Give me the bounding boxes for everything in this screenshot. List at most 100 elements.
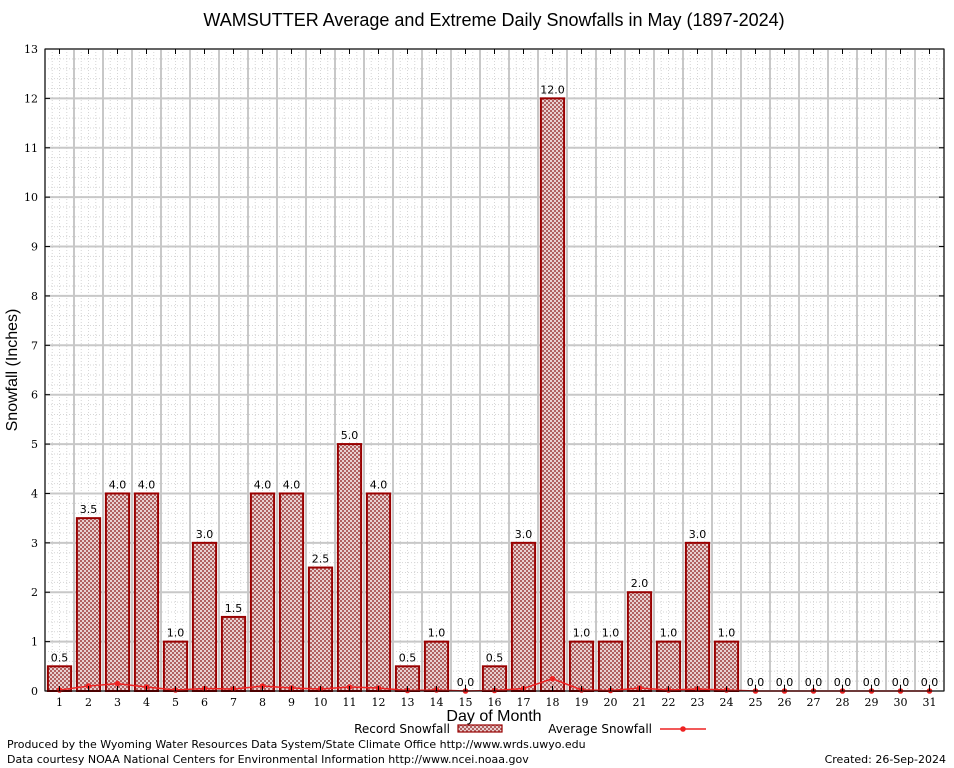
average-point (549, 675, 556, 682)
y-tick-label: 10 (24, 191, 38, 204)
record-bar (423, 640, 450, 692)
data-label: 0.0 (805, 676, 823, 689)
data-label: 3.5 (80, 503, 98, 516)
record-bar (365, 492, 392, 692)
data-label: 3.0 (515, 528, 533, 541)
x-tick-label: 10 (314, 696, 328, 709)
x-tick-label: 3 (114, 696, 121, 709)
y-tick-label: 12 (24, 92, 38, 105)
data-label: 1.0 (660, 627, 678, 640)
record-bar (75, 517, 102, 693)
legend-record-label: Record Snowfall (354, 722, 450, 736)
data-label: 1.0 (573, 627, 591, 640)
data-label: 1.0 (602, 627, 620, 640)
x-tick-label: 28 (836, 696, 850, 709)
data-label: 0.0 (747, 676, 765, 689)
bar-data-labels: 0.5 3.5 4.0 4.0 1.0 3.0 1.5 4.0 4.0 2.5 5.0 4.0 0.5 1… (51, 83, 939, 689)
record-bar (568, 640, 595, 692)
x-tick-label: 4 (143, 696, 150, 709)
record-bar (162, 640, 189, 692)
x-tick-label: 2 (85, 696, 92, 709)
footer-courtesy: Data courtesy NOAA National Centers for … (7, 753, 529, 766)
x-tick-label: 6 (201, 696, 208, 709)
x-tick-label: 8 (259, 696, 266, 709)
data-label: 0.0 (457, 676, 475, 689)
data-label: 0.0 (892, 676, 910, 689)
average-point (114, 680, 121, 687)
record-bar (133, 492, 160, 692)
legend-record-swatch (457, 724, 503, 733)
record-bar (307, 566, 334, 692)
legend-average-marker (680, 726, 686, 732)
x-tick-label: 18 (546, 696, 560, 709)
data-label: 0.5 (399, 651, 417, 664)
x-tick-label: 19 (575, 696, 589, 709)
legend-average-label: Average Snowfall (548, 722, 652, 736)
data-label: 1.0 (428, 627, 446, 640)
record-bar (249, 492, 276, 692)
x-tick-label: 14 (430, 696, 444, 709)
record-bar (191, 541, 218, 692)
y-tick-label: 9 (31, 241, 38, 254)
x-tick-label: 13 (401, 696, 415, 709)
y-tick-label: 1 (31, 636, 38, 649)
y-axis-label: Snowfall (Inches) (4, 309, 21, 432)
x-tick-label: 16 (488, 696, 502, 709)
y-tick-label: 8 (31, 290, 38, 303)
data-label: 4.0 (370, 478, 388, 491)
y-tick-label: 2 (31, 586, 38, 599)
x-tick-label: 27 (807, 696, 821, 709)
chart-title: WAMSUTTER Average and Extreme Daily Snow… (203, 10, 784, 30)
x-tick-label: 20 (604, 696, 618, 709)
footer-created: Created: 26-Sep-2024 (825, 753, 946, 766)
x-axis-label: Day of Month (446, 708, 541, 725)
data-label: 3.0 (689, 528, 707, 541)
x-tick-label: 25 (749, 696, 763, 709)
legend: Record Snowfall Average Snowfall (354, 722, 706, 736)
x-tick-label: 21 (633, 696, 647, 709)
record-bar (336, 443, 363, 692)
x-tick-label: 23 (691, 696, 705, 709)
x-tick-label: 1 (56, 696, 63, 709)
data-label: 1.0 (167, 627, 185, 640)
record-bar (539, 97, 566, 692)
footer-produced-by: Produced by the Wyoming Water Resources … (7, 738, 586, 751)
x-tick-label: 26 (778, 696, 792, 709)
y-tick-label: 0 (31, 685, 38, 698)
y-tick-label: 13 (24, 43, 38, 56)
data-label: 4.0 (138, 478, 156, 491)
data-label: 2.5 (312, 553, 330, 566)
y-tick-label: 4 (31, 487, 38, 500)
data-label: 0.0 (863, 676, 881, 689)
data-label: 1.5 (225, 602, 243, 615)
minor-grid (45, 49, 944, 691)
record-bar (655, 640, 682, 692)
data-label: 0.0 (776, 676, 794, 689)
record-bar (713, 640, 740, 692)
data-label: 5.0 (341, 429, 359, 442)
record-bar (104, 492, 131, 692)
record-bar (220, 615, 247, 692)
data-label: 0.5 (486, 651, 504, 664)
data-label: 0.0 (921, 676, 939, 689)
record-bar (278, 492, 305, 692)
record-bar (510, 541, 537, 692)
x-tick-label: 29 (865, 696, 879, 709)
x-tick-label: 31 (923, 696, 937, 709)
data-label: 2.0 (631, 577, 649, 590)
axis-ticks (45, 48, 944, 692)
x-tick-label: 12 (372, 696, 386, 709)
x-tick-label: 7 (230, 696, 237, 709)
data-label: 3.0 (196, 528, 214, 541)
x-tick-label: 30 (894, 696, 908, 709)
record-bar (597, 640, 624, 692)
data-label: 4.0 (254, 478, 272, 491)
x-tick-label: 15 (459, 696, 473, 709)
y-tick-label: 3 (31, 537, 38, 550)
y-tick-label: 5 (31, 438, 38, 451)
x-tick-label: 17 (517, 696, 531, 709)
x-tick-label: 11 (343, 696, 357, 709)
